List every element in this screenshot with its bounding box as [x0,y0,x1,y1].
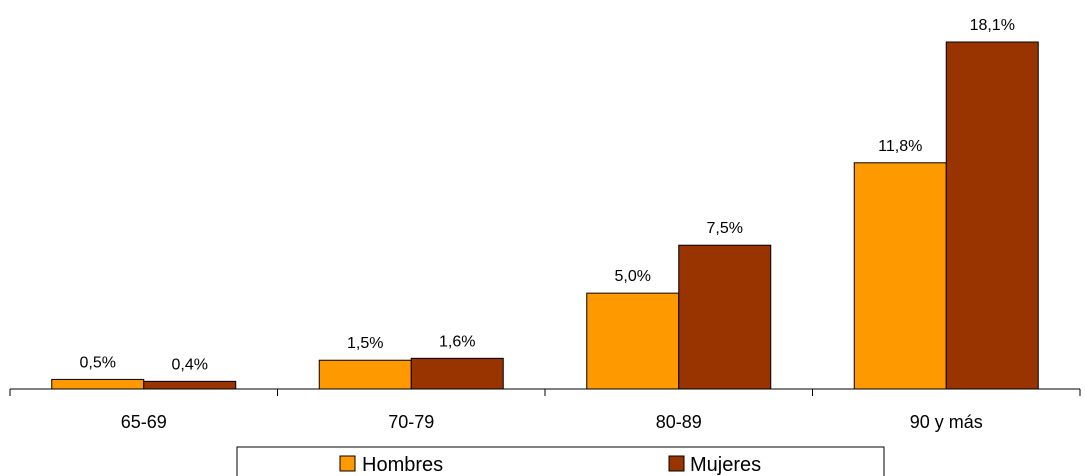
bar-mujeres [410,357,504,390]
legend-label-mujeres: Mujeres [690,454,761,476]
x-tick-label: 65-69 [121,412,167,432]
x-tick-label: 90 y más [910,412,983,432]
data-label-mujeres: 0,4% [172,356,208,373]
bars-group [51,41,1039,390]
bar-hombres [853,162,947,390]
legend-label-hombres: Hombres [362,454,443,476]
data-label-hombres: 1,5% [347,335,383,352]
x-tick-label: 70-79 [388,412,434,432]
legend: Hombres Mujeres [236,446,885,476]
bar-mujeres [143,380,237,390]
data-label-mujeres: 1,6% [439,333,475,350]
bar-hombres [586,292,680,390]
x-axis-tick-labels: 65-69 70-79 80-89 90 y más [121,412,983,432]
bar-hombres [51,378,145,390]
legend-box [236,446,885,476]
legend-swatch-mujeres [668,455,685,472]
x-tick-label: 80-89 [656,412,702,432]
data-label-hombres: 5,0% [615,268,651,285]
data-labels-group: 0,5% 0,4% 1,5% 1,6% 5,0% 7,5% 11,8% 18,1% [80,17,1015,373]
x-axis-ticks [9,389,1081,396]
legend-swatch-hombres [339,455,356,472]
data-label-hombres: 11,8% [878,138,922,155]
data-label-mujeres: 7,5% [707,220,743,237]
bar-mujeres [945,41,1039,390]
bar-hombres [318,359,412,390]
data-label-mujeres: 18,1% [970,17,1015,34]
bar-mujeres [678,244,772,390]
data-label-hombres: 0,5% [80,354,116,371]
